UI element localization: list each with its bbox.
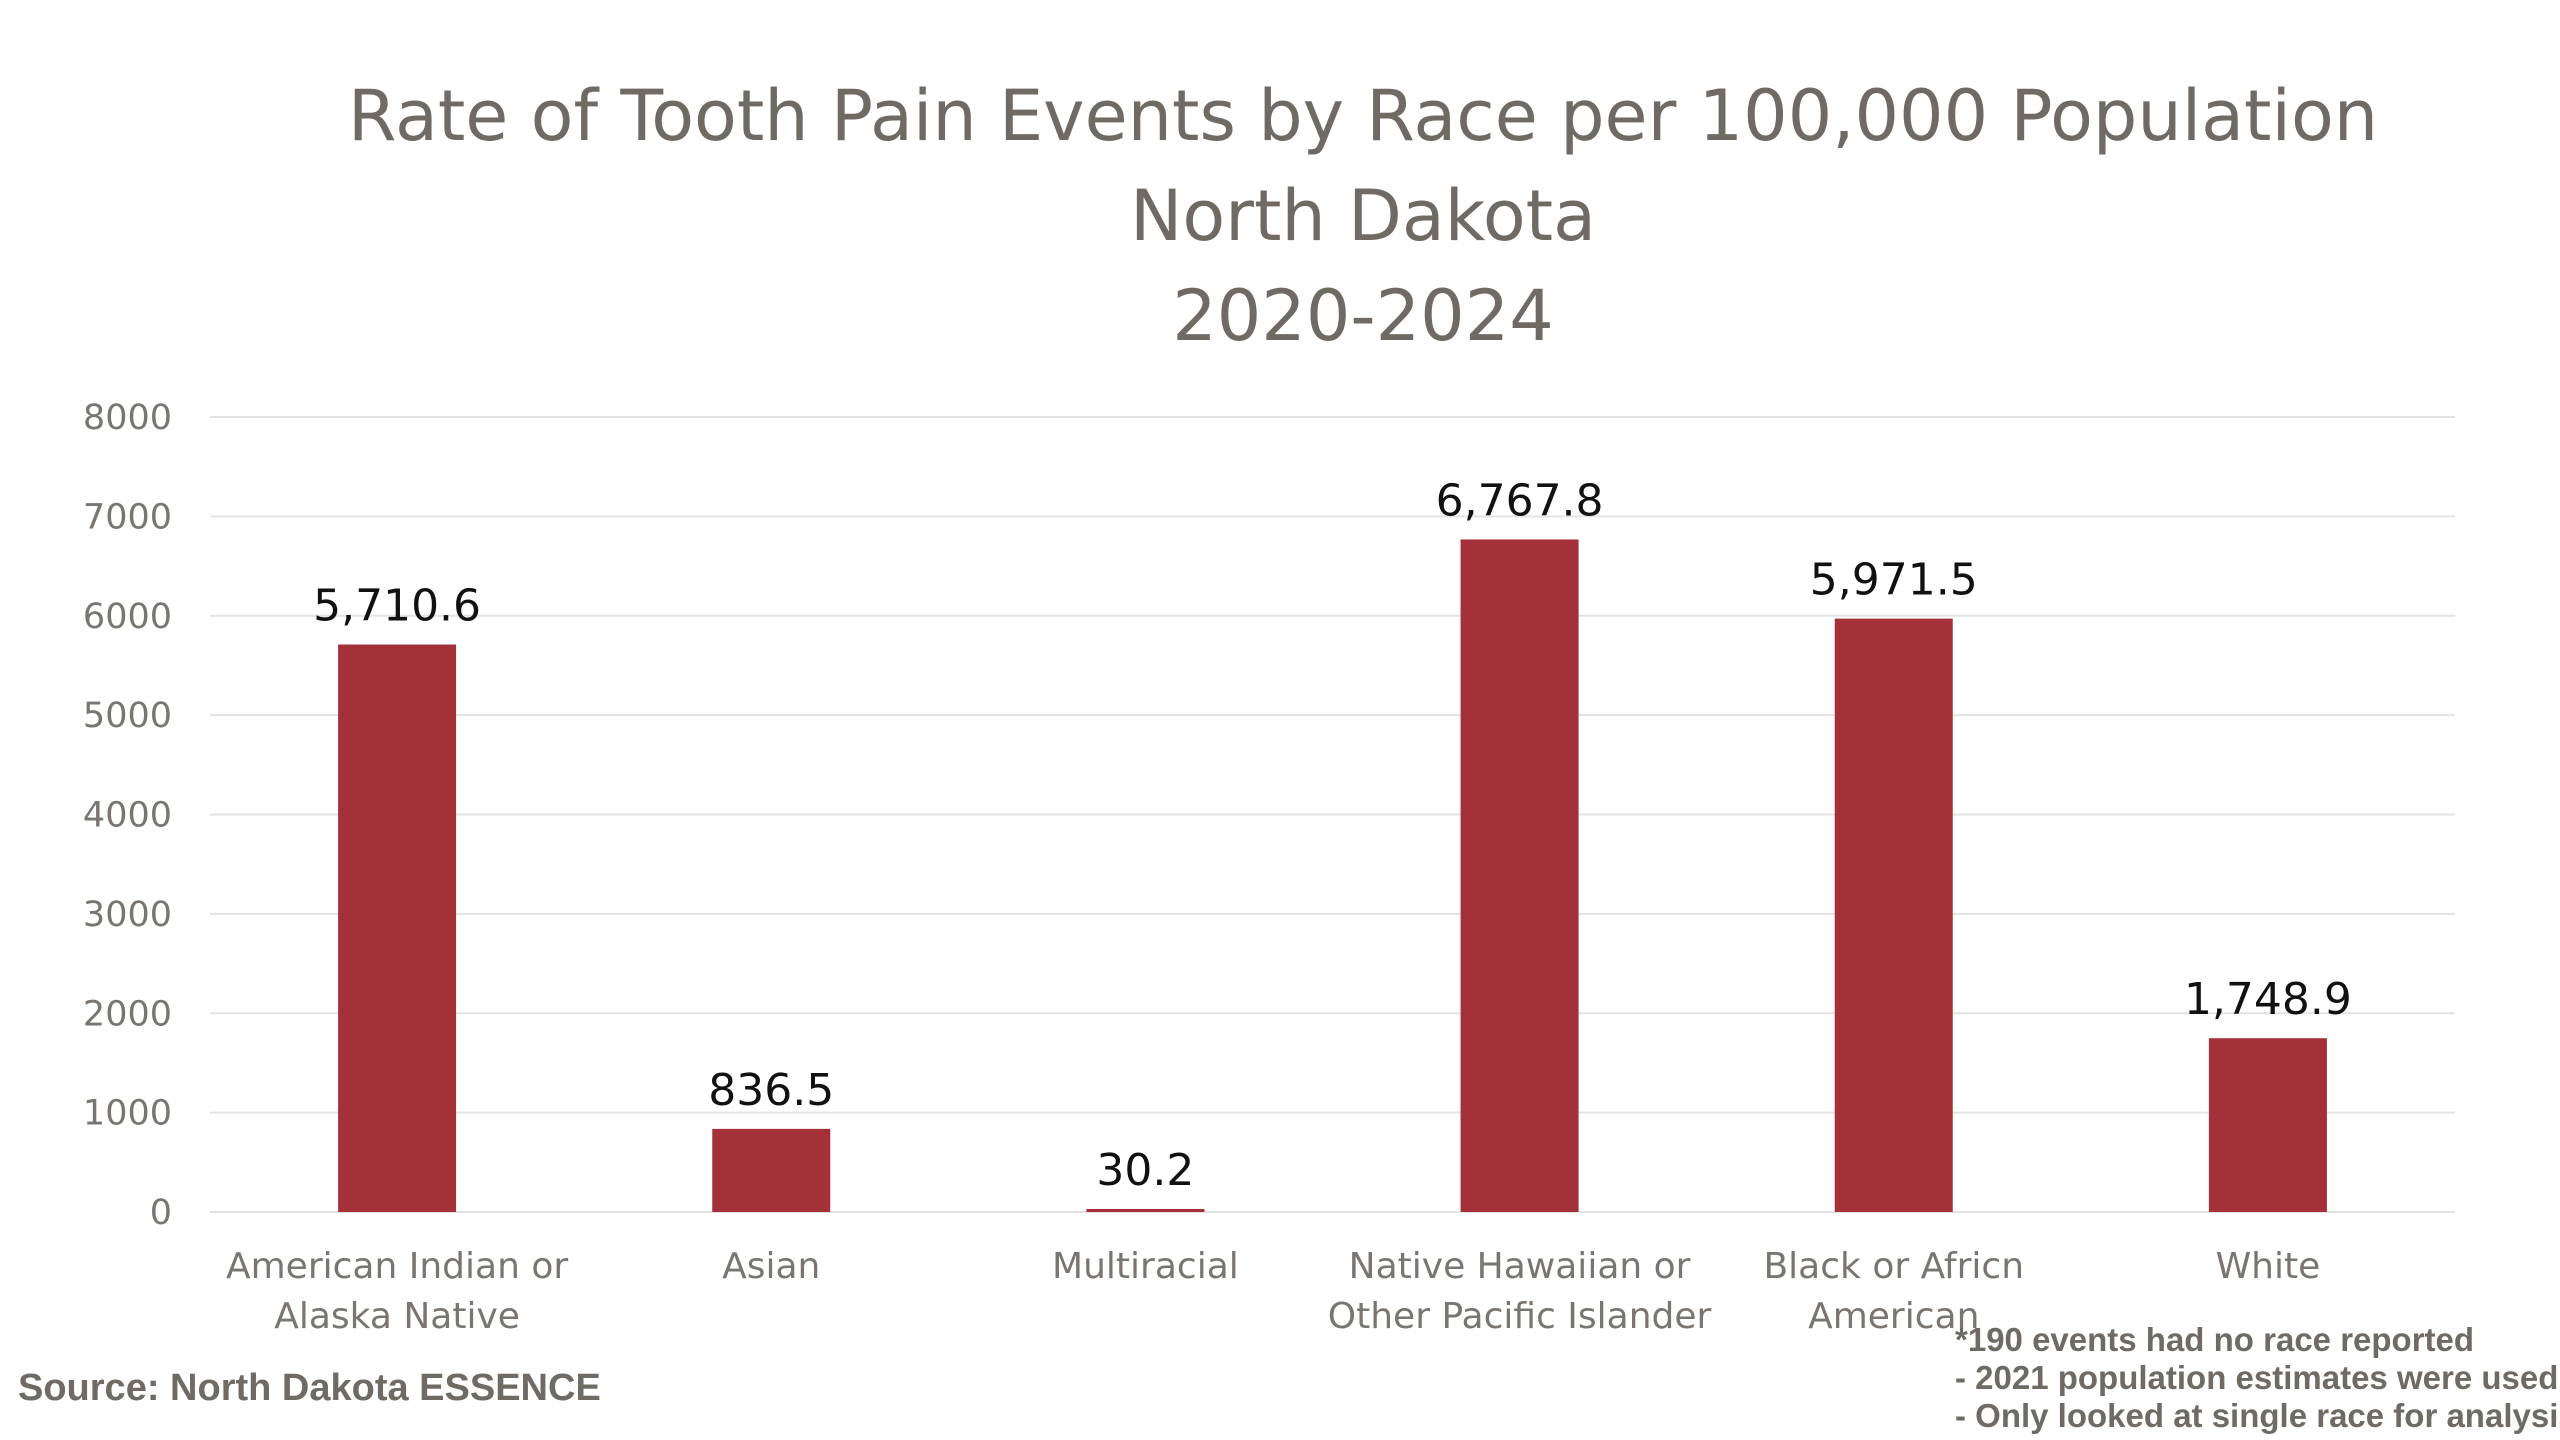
- footnotes: *190 events had no race reported - 2021 …: [1955, 1321, 2560, 1434]
- data-label: 6,767.8: [1436, 475, 1604, 526]
- x-category-label: Black or Africn: [1763, 1246, 2024, 1287]
- x-category-label: Native Hawaiian or: [1349, 1246, 1691, 1287]
- source-note: Source: North Dakota ESSENCE: [18, 1367, 601, 1409]
- y-tick-label: 7000: [83, 497, 172, 537]
- chart-title-line-3: 2020-2024: [1172, 275, 1554, 357]
- y-tick-label: 5000: [83, 696, 172, 736]
- chart-title: Rate of Tooth Pain Events by Race per 10…: [348, 75, 2378, 357]
- x-category-label: Multiracial: [1052, 1246, 1239, 1287]
- x-category-label: White: [2216, 1246, 2321, 1287]
- gridlines: [210, 416, 2455, 1213]
- bar: [338, 644, 457, 1212]
- y-tick-label: 1000: [83, 1094, 172, 1134]
- value-labels: 5,710.6 836.5 30.2 6,767.8 5,971.5 1,748.9: [313, 475, 2352, 1196]
- bars: [338, 539, 2327, 1212]
- bar: [2208, 1038, 2327, 1212]
- bar: [712, 1128, 831, 1212]
- chart-title-line-2: North Dakota: [1130, 175, 1596, 257]
- footnote-3: - Only looked at single race for analysi…: [1955, 1397, 2560, 1434]
- x-category-label: Alaska Native: [274, 1296, 520, 1337]
- y-tick-label: 8000: [83, 398, 172, 438]
- data-label: 30.2: [1096, 1145, 1194, 1196]
- y-tick-label: 2000: [83, 994, 172, 1034]
- bar: [1834, 618, 1953, 1212]
- x-category-label: Other Pacific Islander: [1328, 1296, 1712, 1337]
- data-label: 5,710.6: [313, 581, 481, 632]
- x-category-label: American Indian or: [226, 1246, 568, 1287]
- data-label: 836.5: [708, 1065, 834, 1116]
- x-category-label: American: [1808, 1296, 1979, 1337]
- bar: [1086, 1208, 1205, 1212]
- y-tick-label: 6000: [83, 597, 172, 637]
- y-tick-label: 0: [150, 1193, 172, 1233]
- chart-title-line-1: Rate of Tooth Pain Events by Race per 10…: [348, 75, 2378, 157]
- footnote-2: - 2021 population estimates were used: [1955, 1359, 2558, 1396]
- data-label: 1,748.9: [2184, 974, 2352, 1025]
- x-axis-categories: American Indian or Alaska Native Asian Mult…: [226, 1246, 2320, 1337]
- bar: [1460, 539, 1579, 1212]
- x-category-label: Asian: [722, 1246, 820, 1287]
- y-axis-ticks: 0 1000 2000 3000 4000 5000 6000 7000 8000: [83, 398, 172, 1233]
- data-label: 5,971.5: [1810, 555, 1978, 606]
- y-tick-label: 4000: [83, 796, 172, 836]
- footnote-1: *190 events had no race reported: [1955, 1321, 2474, 1358]
- y-tick-label: 3000: [83, 895, 172, 935]
